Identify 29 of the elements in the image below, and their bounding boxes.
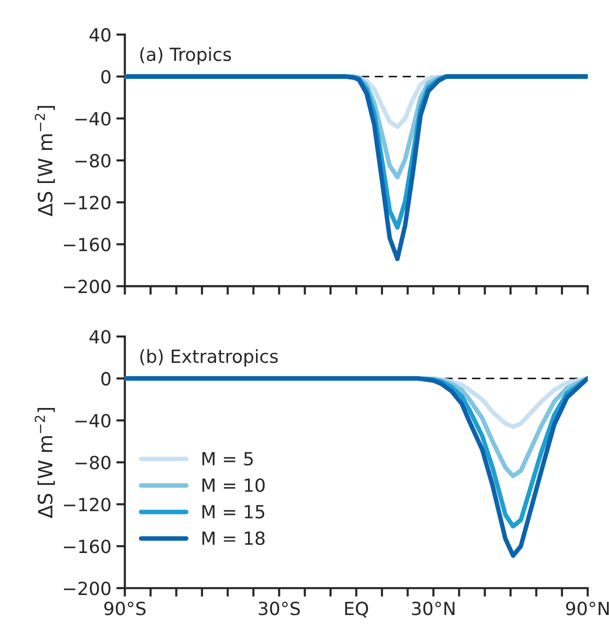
legend-label: M = 10	[202, 478, 265, 492]
x-tick-label: 30°N	[412, 602, 454, 616]
y-tick-label: −40	[75, 112, 110, 126]
x-tick-label: EQ	[345, 602, 368, 618]
line-series	[124, 74, 588, 262]
y-axis-title: ΔS̄ [W m$^{−2}$]	[34, 408, 55, 518]
y-tick-label: 40	[90, 28, 110, 42]
y-tick-label: −120	[64, 498, 110, 512]
y-tick-label: 40	[90, 330, 110, 344]
legend-label: M = 18	[202, 531, 265, 546]
y-tick-label: 0	[101, 70, 110, 84]
text: (a) Tropics	[140, 47, 231, 65]
x-tick-label: 30°S	[258, 602, 300, 616]
x-tick-label: 90°S	[104, 602, 146, 616]
y-tick-label: −80	[75, 456, 110, 470]
x-tick-label: 90°N	[566, 602, 609, 616]
y-tick-label: −120	[64, 196, 110, 210]
legend-label: M = 5	[202, 452, 253, 466]
y-tick-label: −160	[64, 540, 110, 554]
y-tick-label: −40	[75, 414, 110, 428]
y-tick-label: −160	[64, 238, 110, 252]
y-tick-label: −200	[64, 280, 110, 294]
text: (b) Extratropics	[140, 349, 278, 367]
y-tick-label: 0	[101, 372, 110, 386]
y-axis-title: ΔS̄ [W m$^{−2}$]	[34, 106, 55, 216]
legend-label: M = 15	[202, 505, 264, 519]
y-tick-label: −200	[64, 582, 110, 596]
line-series	[124, 376, 588, 558]
y-tick-label: −80	[75, 154, 110, 168]
